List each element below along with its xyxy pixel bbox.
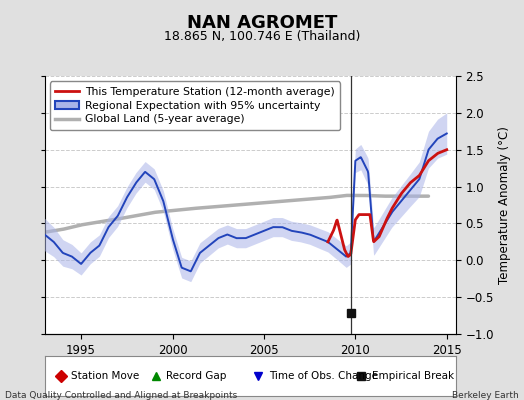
Text: Berkeley Earth: Berkeley Earth	[452, 391, 519, 400]
Legend: This Temperature Station (12-month average), Regional Expectation with 95% uncer: This Temperature Station (12-month avera…	[50, 82, 340, 130]
Text: Empirical Break: Empirical Break	[372, 371, 454, 381]
Text: Data Quality Controlled and Aligned at Breakpoints: Data Quality Controlled and Aligned at B…	[5, 391, 237, 400]
Text: 18.865 N, 100.746 E (Thailand): 18.865 N, 100.746 E (Thailand)	[164, 30, 360, 43]
Text: Record Gap: Record Gap	[166, 371, 226, 381]
Text: NAN AGROMET: NAN AGROMET	[187, 14, 337, 32]
Y-axis label: Temperature Anomaly (°C): Temperature Anomaly (°C)	[498, 126, 511, 284]
Text: Time of Obs. Change: Time of Obs. Change	[269, 371, 378, 381]
Text: Station Move: Station Move	[71, 371, 139, 381]
